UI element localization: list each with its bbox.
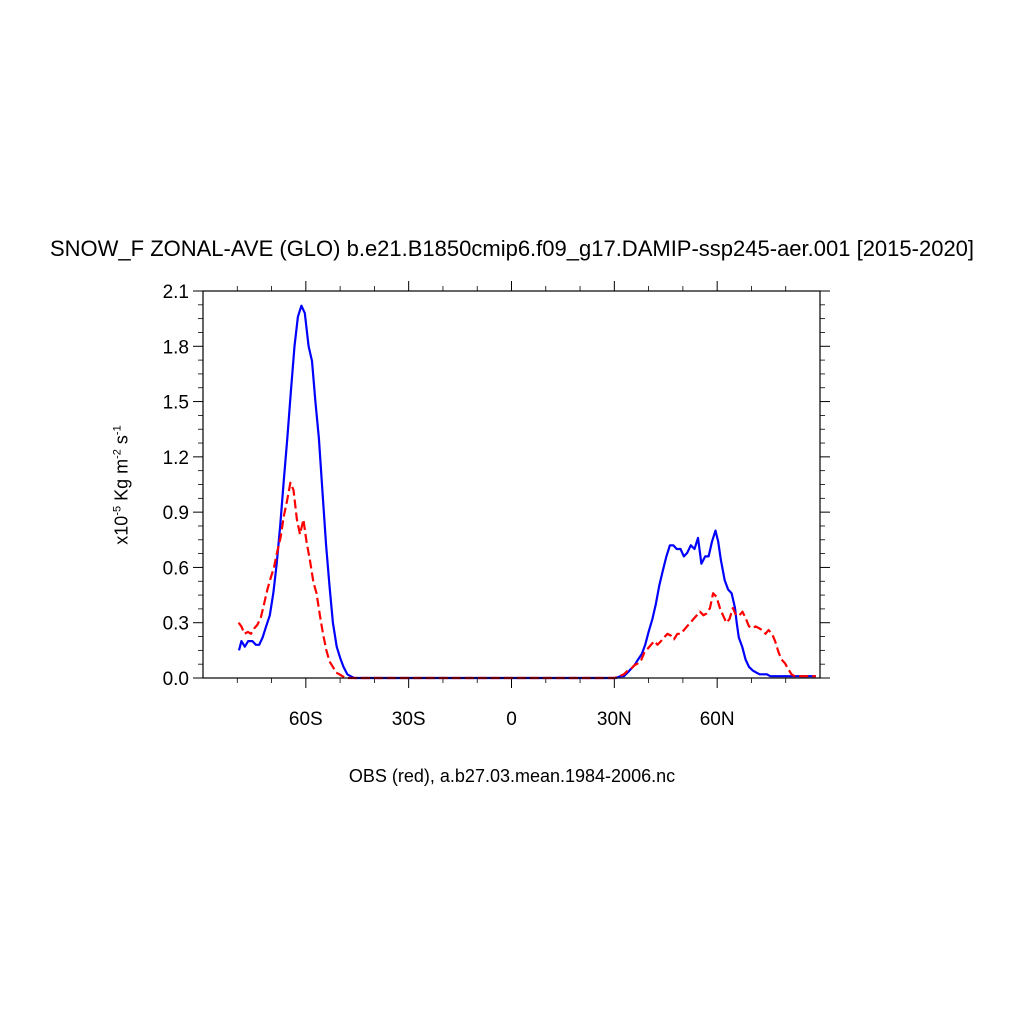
series-layer	[237, 304, 816, 680]
x-tick-label: 60S	[289, 709, 323, 730]
y-tick-label: 1.2	[163, 448, 189, 469]
y-label-exp: -5	[111, 505, 124, 516]
chart-title: SNOW_F ZONAL-AVE (GLO) b.e21.B1850cmip6.…	[49, 236, 975, 261]
plot-frame	[202, 290, 821, 679]
x-tick-label: 0	[506, 709, 517, 730]
tick-labels-layer: 0.0 0.3 0.6 0.9 1.2 1.5 1.8 2.1 60S 30S 0 30N 60N	[163, 282, 735, 730]
y-tick-label: 0.6	[163, 558, 189, 579]
series-line-obs	[237, 481, 816, 680]
y-label-exp3: -1	[111, 425, 124, 436]
x-axis-caption: OBS (red), a.b27.03.mean.1984-2006.nc	[348, 766, 676, 786]
y-tick-label: 1.5	[163, 393, 189, 414]
series-line-model	[237, 304, 816, 680]
x-tick-label: 30S	[392, 709, 426, 730]
y-label-prefix: x10	[111, 515, 132, 545]
y-tick-label: 0.9	[163, 503, 189, 524]
x-tick-label: 30N	[597, 709, 632, 730]
y-tick-label: 1.8	[163, 337, 189, 358]
x-tick-label: 60N	[700, 709, 735, 730]
y-tick-label: 2.1	[163, 282, 189, 303]
y-label-units2: s	[111, 435, 132, 450]
y-label-exp2: -2	[111, 449, 124, 459]
y-label-units1: Kg m	[111, 458, 132, 506]
y-tick-label: 0.3	[163, 614, 189, 635]
ticks-layer	[193, 281, 830, 688]
y-tick-label: 0.0	[163, 669, 189, 690]
